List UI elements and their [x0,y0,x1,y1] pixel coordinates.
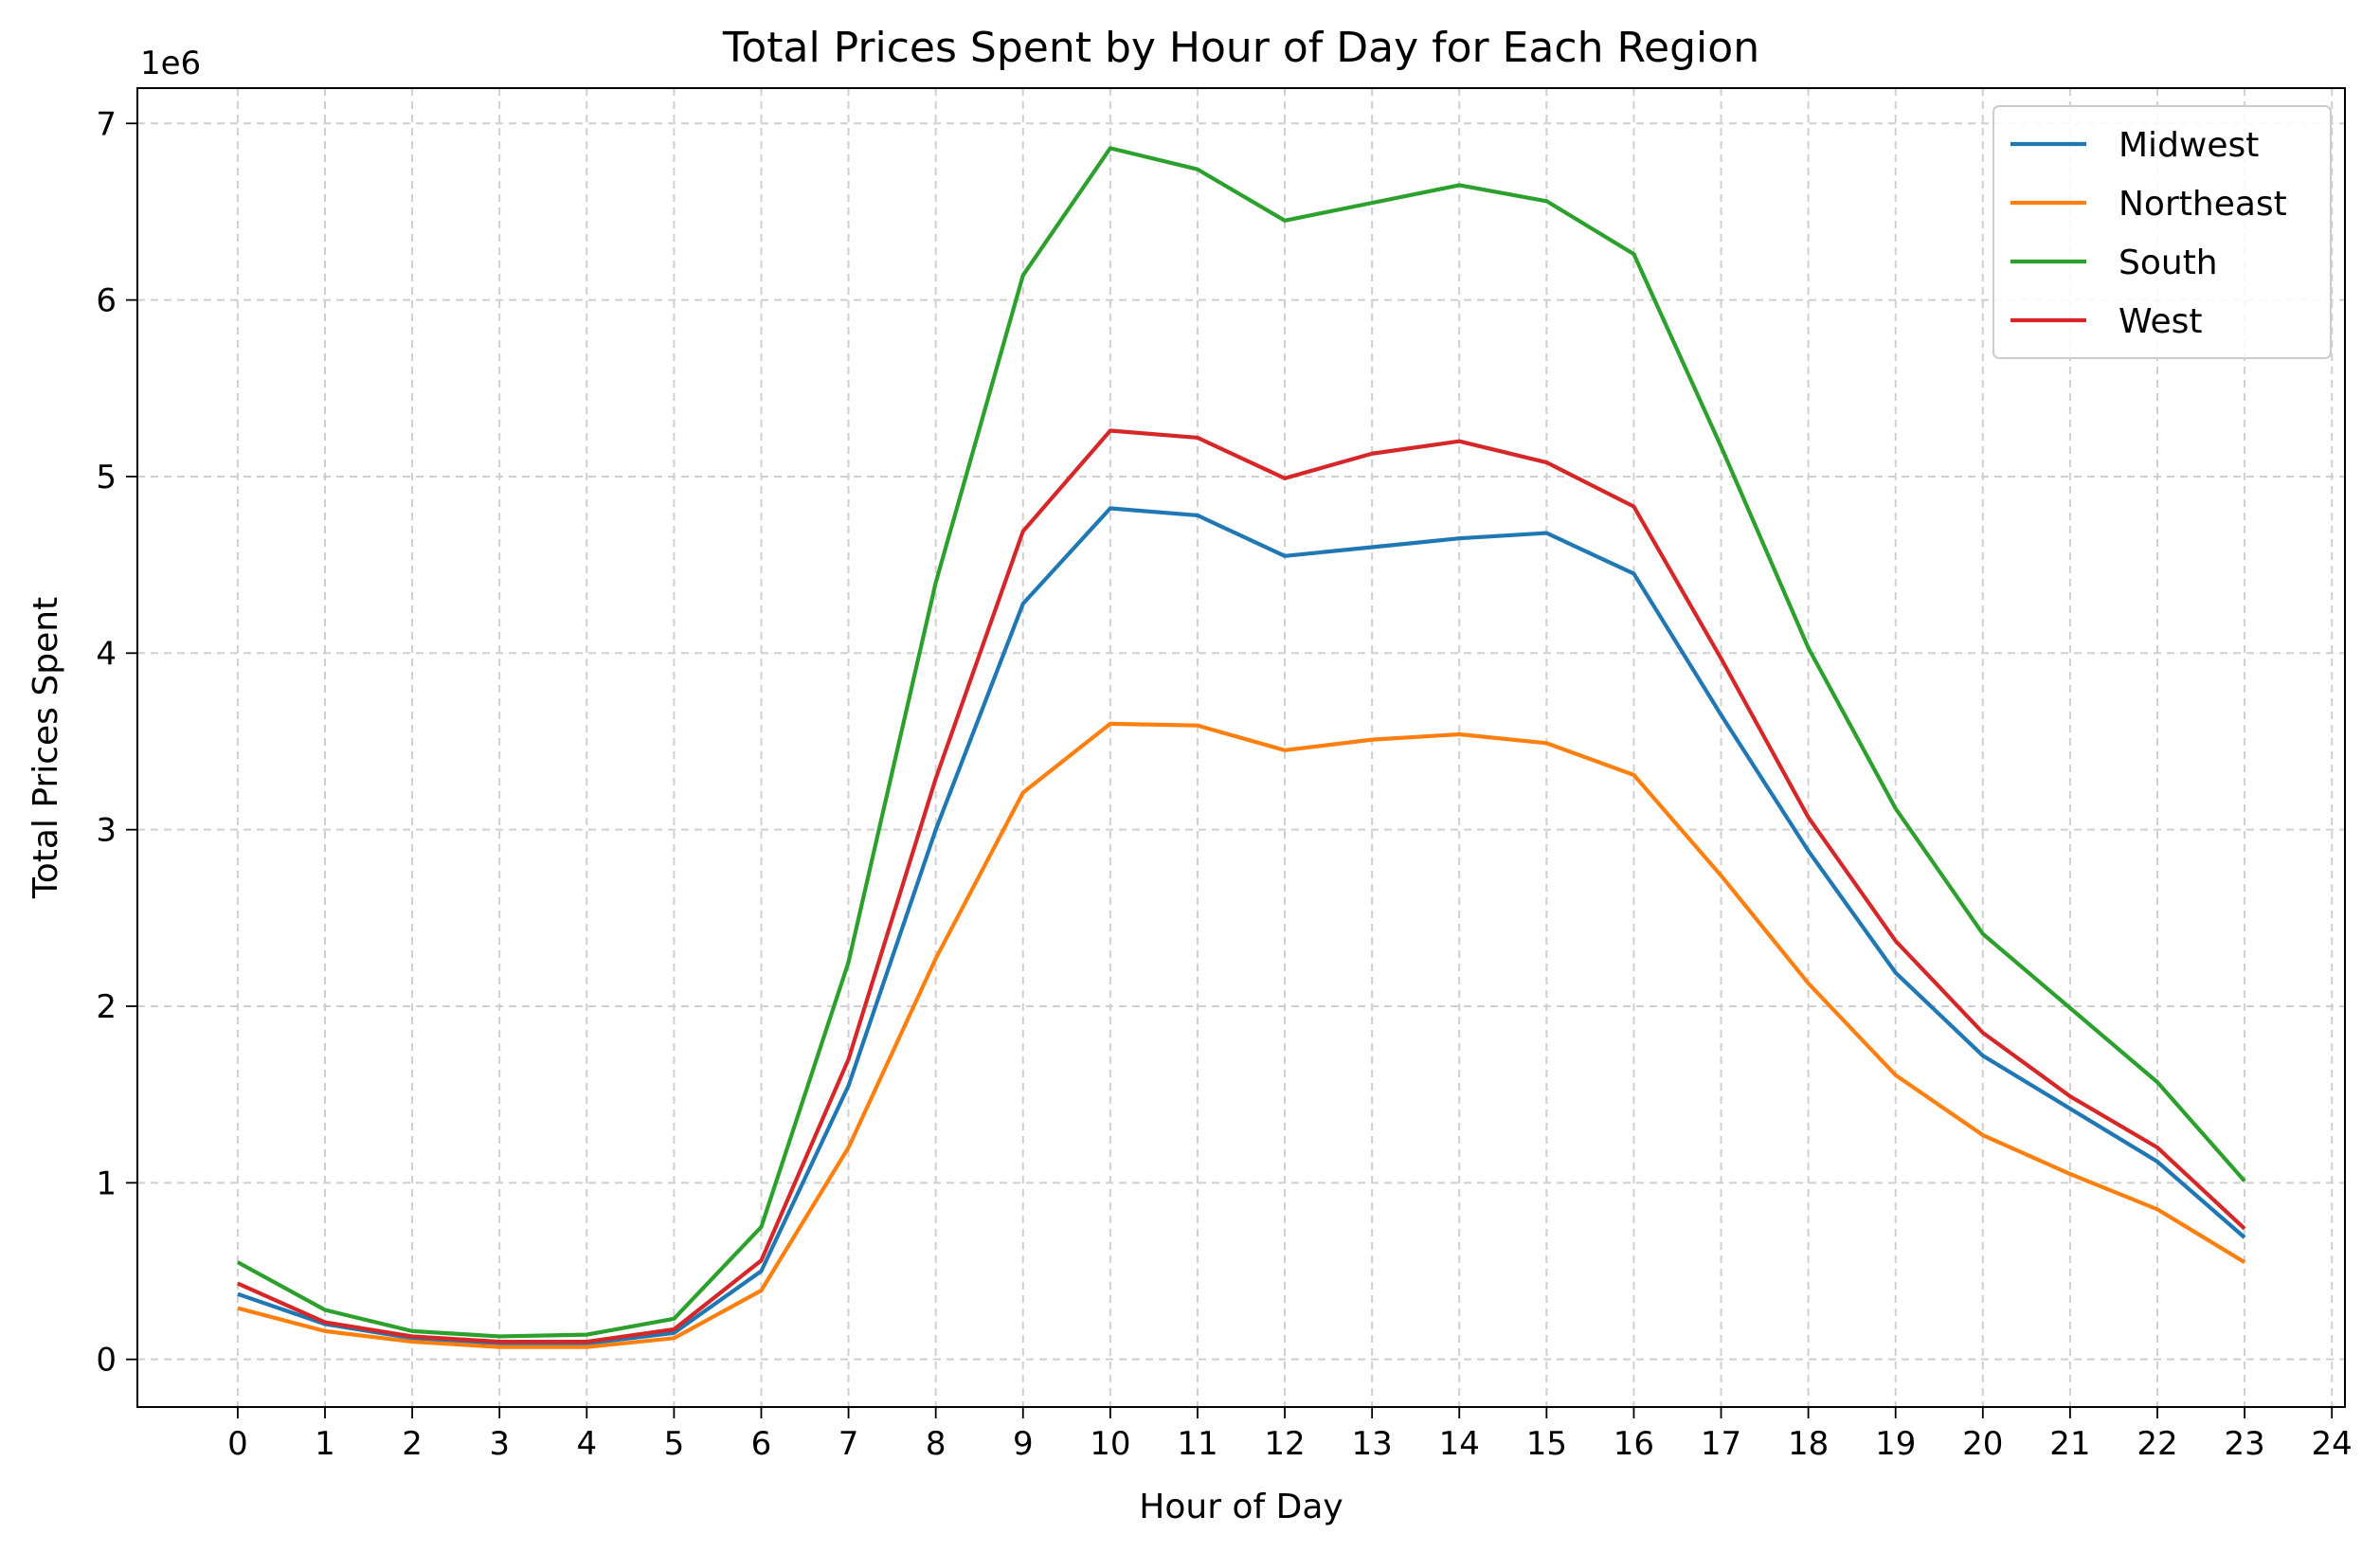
x-tick-label: 6 [751,1425,772,1463]
x-tick-label: 17 [1701,1425,1741,1463]
x-tick-label: 24 [2312,1425,2353,1463]
x-tick-label: 11 [1177,1425,1217,1463]
legend-label-northeast: Northeast [2119,185,2287,224]
x-axis-label: Hour of Day [1139,1488,1343,1526]
legend-label-midwest: Midwest [2119,126,2259,165]
x-tick-label: 19 [1875,1425,1916,1463]
axis-ticks: 0 1 2 3 4 5 6 7 8 9 10 11 12 13 14 15 16 17 18 19 20 21 22 23 24… [96,105,2352,1463]
x-tick-label: 8 [926,1425,947,1463]
series-line-south [236,146,2246,1339]
series-line-northeast [237,721,2246,1349]
series-lines [236,146,2246,1349]
x-tick-label: 12 [1264,1425,1305,1463]
y-tick-label: 6 [96,282,117,320]
x-tick-label: 9 [1013,1425,1034,1463]
x-tick-label: 3 [489,1425,510,1463]
legend-label-west: West [2119,302,2203,341]
y-tick-label: 7 [96,105,117,143]
x-tick-label: 4 [576,1425,597,1463]
legend: Midwest Northeast South West [1992,105,2332,359]
y-tick-label: 1 [96,1164,117,1202]
x-tick-label: 1 [315,1425,335,1463]
x-tick-label: 23 [2224,1425,2264,1463]
plot-area [137,88,2345,1407]
y-tick-label: 2 [96,988,117,1026]
x-tick-label: 5 [664,1425,685,1463]
legend-box [1992,105,2332,359]
x-tick-label: 0 [227,1425,248,1463]
x-tick-label: 14 [1439,1425,1480,1463]
y-axis-label: Total Prices Spent [27,597,65,899]
x-tick-label: 13 [1352,1425,1393,1463]
y-tick-label: 4 [96,635,117,673]
x-tick-label: 18 [1788,1425,1829,1463]
x-tick-label: 16 [1614,1425,1654,1463]
x-tick-label: 7 [838,1425,859,1463]
x-tick-label: 2 [402,1425,423,1463]
x-tick-label: 22 [2137,1425,2177,1463]
y-tick-label: 0 [96,1342,117,1380]
series-line-west [237,428,2246,1344]
x-tick-label: 21 [2049,1425,2090,1463]
x-tick-label: 20 [1962,1425,2003,1463]
y-tick-label: 5 [96,459,117,496]
x-tick-label: 10 [1090,1425,1130,1463]
y-tick-label: 3 [96,812,117,850]
y-offset-label: 1e6 [140,45,201,82]
legend-label-south: South [2119,244,2218,282]
chart-title: Total Prices Spent by Hour of Day for Ea… [722,24,1759,72]
plot-frame [136,87,2346,1408]
x-tick-label: 15 [1526,1425,1567,1463]
